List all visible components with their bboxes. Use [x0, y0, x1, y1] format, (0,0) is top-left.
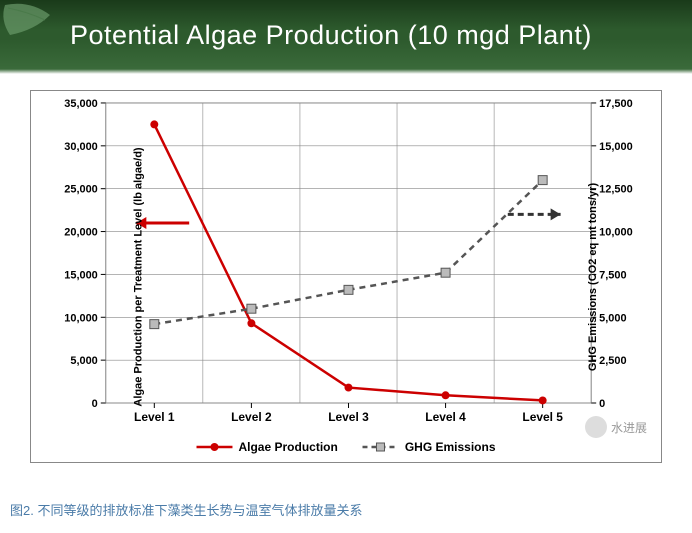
svg-text:Level 2: Level 2: [231, 410, 272, 424]
y-axis-right-label: GHG Emissions (CO2 eq mt tons/yr): [587, 182, 599, 370]
chart-title: Potential Algae Production (10 mgd Plant…: [70, 20, 662, 51]
svg-text:35,000: 35,000: [64, 98, 98, 110]
svg-text:0: 0: [599, 398, 605, 410]
svg-text:10,000: 10,000: [599, 227, 633, 239]
svg-text:7,500: 7,500: [599, 269, 626, 281]
svg-text:20,000: 20,000: [64, 227, 98, 239]
svg-text:Level 1: Level 1: [134, 410, 175, 424]
svg-text:17,500: 17,500: [599, 98, 633, 110]
svg-text:10,000: 10,000: [64, 312, 98, 324]
watermark-icon: [585, 416, 607, 438]
chart-container: 0 5,000 10,000 15,000 20,000 25,000 30,000 35,0…: [30, 90, 662, 463]
svg-text:2,500: 2,500: [599, 355, 626, 367]
legend-label: GHG Emissions: [405, 440, 496, 454]
figure-caption: 图2. 不同等级的排放标准下藻类生长势与温室气体排放量关系: [10, 500, 362, 519]
svg-text:5,000: 5,000: [599, 312, 626, 324]
watermark: 水进展: [585, 416, 647, 438]
svg-text:Level 4: Level 4: [425, 410, 466, 424]
svg-text:Level 5: Level 5: [522, 410, 563, 424]
svg-text:25,000: 25,000: [64, 184, 98, 196]
legend-item-ghg: GHG Emissions: [363, 440, 496, 454]
svg-text:15,000: 15,000: [599, 141, 633, 153]
legend: Algae Production GHG Emissions: [196, 440, 495, 454]
slide: Potential Algae Production (10 mgd Plant…: [0, 0, 692, 493]
svg-text:15,000: 15,000: [64, 269, 98, 281]
chart-plot: 0 5,000 10,000 15,000 20,000 25,000 30,000 35,0…: [31, 91, 661, 463]
svg-text:Level 3: Level 3: [328, 410, 369, 424]
svg-text:12,500: 12,500: [599, 184, 633, 196]
watermark-text: 水进展: [611, 419, 647, 436]
y-axis-left-label: Algae Production per Treatment Level (lb…: [133, 147, 145, 406]
svg-text:5,000: 5,000: [70, 355, 97, 367]
legend-label: Algae Production: [238, 440, 337, 454]
legend-swatch-algae: [196, 441, 232, 453]
leaf-decoration: [0, 0, 60, 40]
svg-text:0: 0: [92, 398, 98, 410]
legend-swatch-ghg: [363, 441, 399, 453]
svg-text:30,000: 30,000: [64, 141, 98, 153]
legend-item-algae: Algae Production: [196, 440, 337, 454]
